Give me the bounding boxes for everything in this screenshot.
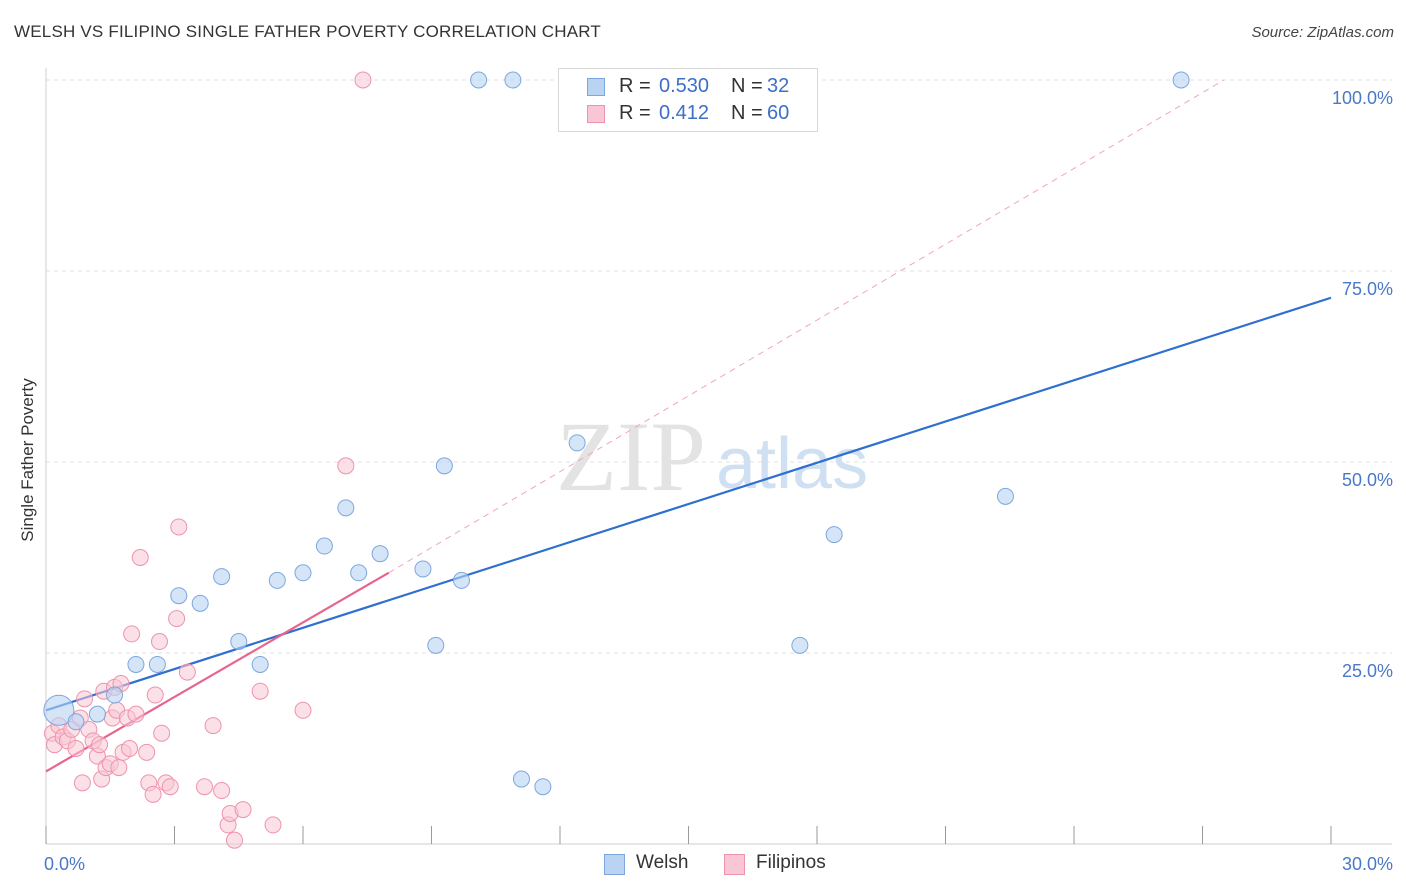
welsh-point <box>294 564 312 582</box>
welsh-point <box>1172 71 1190 89</box>
watermark: ZIP atlas <box>556 401 868 512</box>
filipinos-point <box>67 740 85 757</box>
correlation-legend: R = 0.530 N = 32 R = 0.412 N = 60 <box>558 68 818 132</box>
welsh-point <box>88 705 106 723</box>
welsh-points <box>43 71 1190 796</box>
x-tick-label: 0.0% <box>44 854 85 874</box>
filipinos-point <box>131 549 149 566</box>
welsh-point <box>148 655 166 673</box>
filipinos-point <box>354 71 372 89</box>
grid-lines <box>46 79 1392 654</box>
legend-r-value: 0.530 <box>659 75 710 97</box>
filipinos-point <box>170 518 188 536</box>
welsh-point <box>791 636 809 654</box>
welsh-trend-line <box>45 296 1332 712</box>
filipinos-point <box>91 736 109 754</box>
welsh-point <box>213 568 231 586</box>
filipinos-point <box>144 785 162 803</box>
filipinos-swatch <box>587 105 605 123</box>
source-label: Source: ZipAtlas.com <box>1251 24 1394 41</box>
welsh-point <box>568 434 586 452</box>
filipinos-point <box>138 743 156 761</box>
y-tick-label: 25.0% <box>1342 661 1393 681</box>
y-tick-label: 75.0% <box>1342 279 1393 299</box>
y-tick-label: 100.0% <box>1332 88 1393 108</box>
welsh-point <box>512 770 530 788</box>
filipinos-point <box>168 610 186 628</box>
tick-labels: 25.0% 50.0% 75.0% 100.0% 0.0% 30.0% <box>44 88 1393 874</box>
legend-n-label: N = <box>731 75 763 97</box>
watermark-zip: ZIP <box>556 401 706 512</box>
welsh-point <box>534 778 552 796</box>
filipinos-point <box>153 724 171 742</box>
welsh-point <box>43 694 75 726</box>
welsh-point <box>67 713 85 731</box>
filipinos-point <box>73 774 91 792</box>
welsh-point <box>470 71 488 89</box>
legend-row-welsh: R = 0.530 N = 32 <box>559 74 817 100</box>
welsh-point <box>452 571 470 589</box>
filipinos-point <box>127 705 145 723</box>
filipinos-point <box>123 625 141 643</box>
legend-r-label: R = <box>619 102 651 124</box>
filipinos-point <box>204 717 222 735</box>
welsh-point <box>268 571 286 589</box>
welsh-point <box>427 636 445 654</box>
legend-label-filipinos: Filipinos <box>756 852 826 873</box>
welsh-point <box>315 537 333 555</box>
filipinos-point <box>121 740 139 757</box>
legend-n-label: N = <box>731 102 763 124</box>
filipinos-point <box>213 782 231 800</box>
welsh-point <box>825 526 843 544</box>
welsh-legend-swatch <box>604 854 625 875</box>
chart-title: WELSH VS FILIPINO SINGLE FATHER POVERTY … <box>14 22 602 41</box>
legend-r-value: 0.412 <box>659 102 710 124</box>
filipinos-trend-extension <box>388 79 1225 574</box>
filipinos-point <box>110 759 128 777</box>
legend-row-filipinos: R = 0.412 N = 60 <box>559 101 817 127</box>
legend-r-label: R = <box>619 75 651 97</box>
legend-label-welsh: Welsh <box>636 852 689 873</box>
filipinos-point <box>251 682 269 700</box>
filipinos-point <box>146 686 164 704</box>
filipinos-point <box>178 663 196 681</box>
welsh-point <box>337 499 355 517</box>
welsh-point <box>350 564 368 582</box>
welsh-point <box>106 686 124 704</box>
filipinos-point <box>337 457 355 475</box>
filipinos-point <box>151 633 169 651</box>
filipinos-points <box>43 71 372 849</box>
filipinos-point <box>225 831 243 849</box>
watermark-atlas: atlas <box>716 424 868 504</box>
filipinos-point <box>234 801 252 819</box>
welsh-swatch <box>587 78 605 96</box>
welsh-point <box>435 457 453 475</box>
filipinos-point <box>195 778 213 796</box>
welsh-point <box>504 71 522 89</box>
filipinos-point <box>161 778 179 796</box>
filipinos-point <box>264 816 282 834</box>
filipinos-point <box>76 690 94 708</box>
filipinos-legend-swatch <box>724 854 745 875</box>
welsh-point <box>251 655 269 673</box>
legend-n-value: 32 <box>767 75 790 97</box>
x-tick-label: 30.0% <box>1342 854 1393 874</box>
welsh-point <box>191 594 209 612</box>
welsh-point <box>127 655 145 673</box>
welsh-point <box>371 545 389 563</box>
legend-n-value: 60 <box>767 102 790 124</box>
filipinos-point <box>294 701 312 719</box>
y-tick-label: 50.0% <box>1342 470 1393 490</box>
welsh-point <box>996 487 1014 505</box>
welsh-point <box>230 633 248 651</box>
welsh-point <box>170 587 188 605</box>
welsh-point <box>414 560 432 578</box>
